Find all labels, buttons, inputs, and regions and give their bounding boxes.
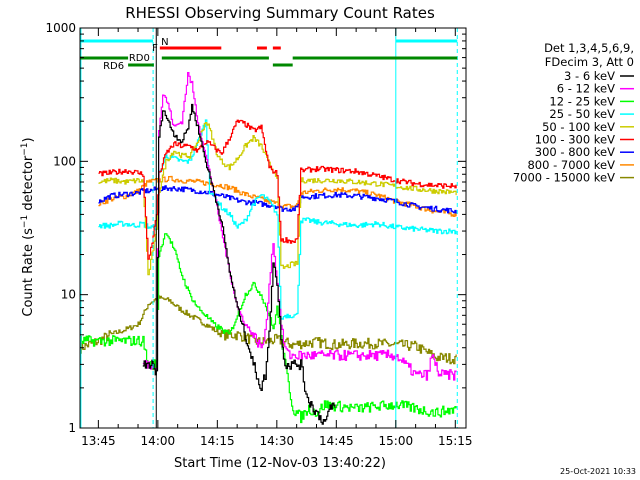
x-tick-label: 14:00	[141, 434, 176, 448]
flag-rd0-label: RD0	[129, 53, 150, 64]
series-line-12-25kev	[80, 233, 457, 424]
legend-label-7: 300 - 800 keV	[535, 145, 615, 159]
legend-label-1: 3 - 6 keV	[564, 69, 615, 83]
legend-label-5: 50 - 100 keV	[542, 120, 615, 134]
x-axis-label: Start Time (12-Nov-03 13:40:22)	[174, 456, 386, 471]
flag-f-label: F	[152, 43, 158, 54]
legend-header-line-1: Det 1,3,4,5,6,9,	[544, 41, 634, 55]
x-tick-label: 14:15	[200, 434, 235, 448]
plot-frame	[79, 27, 467, 429]
flag-n-label: N	[161, 37, 168, 48]
series-line-6-12kev	[142, 72, 457, 381]
x-tick-label: 15:15	[438, 434, 473, 448]
y-axis-label: Count Rate (s−1 detector−1)	[20, 137, 36, 316]
y-tick-label: 10	[61, 288, 76, 302]
legend-label-8: 800 - 7000 keV	[527, 158, 615, 172]
y-tick-label: 100	[53, 154, 76, 168]
flag-rd6-label: RD6	[103, 61, 124, 72]
x-tick-label: 15:00	[379, 434, 414, 448]
y-tick-label: 1000	[45, 21, 76, 35]
legend-label-9: 7000 - 15000 keV	[513, 171, 615, 185]
tick-layer: 1 10 100 1000 13:45 14:00 14:15 14:30 14:45 15:00…	[45, 21, 472, 448]
legend-label-3: 12 - 25 keV	[549, 94, 615, 108]
x-tick-label: 13:45	[81, 434, 116, 448]
legend-header-line-2: FDecim 3, Att 0	[545, 55, 634, 69]
legend-label-6: 100 - 300 keV	[535, 133, 615, 147]
legend: Det 1,3,4,5,6,9, FDecim 3, Att 0 3 - 6 k…	[513, 41, 634, 185]
y-tick-label: 1	[68, 421, 76, 435]
marker-layer	[80, 28, 458, 428]
legend-label-2: 6 - 12 keV	[557, 82, 615, 96]
series-layer	[80, 72, 457, 425]
chart-title: RHESSI Observing Summary Count Rates	[125, 4, 435, 22]
series-line-50-100kev	[98, 122, 457, 276]
x-tick-label: 14:45	[319, 434, 354, 448]
series-line-25-50kev	[98, 119, 457, 320]
legend-label-4: 25 - 50 keV	[549, 107, 615, 121]
timestamp: 25-Oct-2021 10:33	[560, 467, 636, 476]
series-line-3-6kev	[142, 103, 336, 425]
series-line-800-7000kev	[98, 175, 457, 217]
x-tick-label: 14:30	[260, 434, 295, 448]
